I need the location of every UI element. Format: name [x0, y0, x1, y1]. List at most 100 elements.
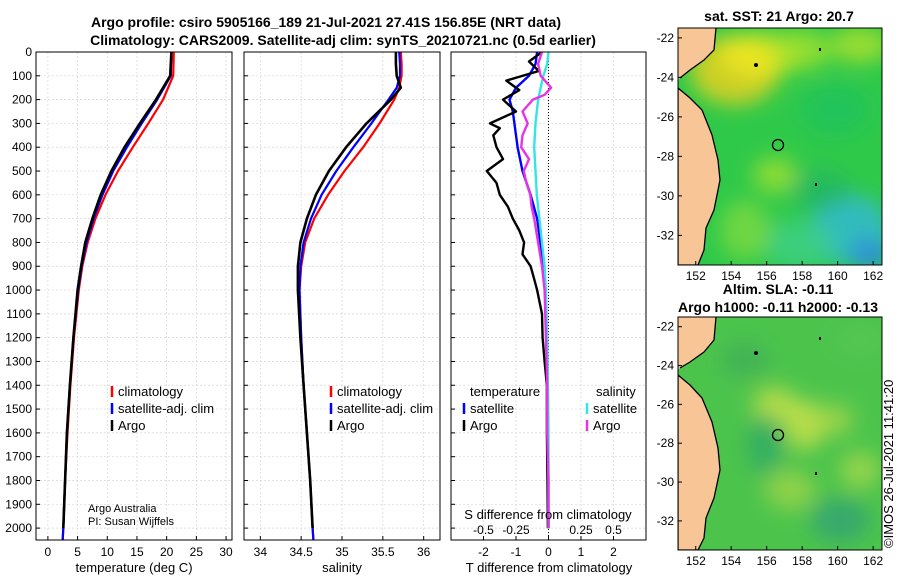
- sla-map-subtitle: Argo h1000: -0.11 h2000: -0.13: [678, 299, 878, 315]
- y-tick-label: 1000: [5, 283, 32, 297]
- map-x-tick-label: 162: [863, 554, 883, 568]
- sla-land-northwest: [678, 317, 716, 370]
- figure-title: Argo profile: csiro 5905166_189 21-Jul-2…: [91, 14, 561, 30]
- y-tick-label: 1900: [5, 497, 32, 511]
- difference-ticks: -2 -1 0 1 2 -0.5 -0.25 0.25 0.5: [451, 51, 622, 559]
- legend-title-temperature: temperature: [470, 384, 540, 399]
- salinity-ticks: 34 34.5 35 35.5 36: [244, 51, 431, 559]
- sst-map-frame: [677, 27, 883, 266]
- salinity-series: [296, 52, 403, 540]
- y-tick-label: 900: [12, 259, 32, 273]
- x-tick-label: 20: [160, 545, 174, 559]
- y-tick-label: 1200: [5, 331, 32, 345]
- legend-title-salinity: salinity: [596, 384, 636, 399]
- s-tick-label: 0.25: [569, 523, 593, 537]
- legend-label-satellite: satellite-adj. clim: [337, 401, 433, 416]
- difference-legend: temperature satellite Argo salinity sate…: [462, 384, 637, 433]
- sst-argo-position-marker: [771, 138, 785, 152]
- series-argo: [62, 52, 173, 529]
- x-tick-label: 35: [335, 545, 349, 559]
- difference-panel: -2 -1 0 1 2 -0.5 -0.25 0.25 0.5 T difference fro…: [450, 51, 647, 575]
- map-x-tick-label: 162: [863, 269, 883, 283]
- sst-land-northwest: [678, 28, 716, 80]
- sla-reef-marker: [819, 337, 821, 340]
- sst-land-australia: [678, 87, 721, 265]
- legend-label-t-argo: Argo: [470, 418, 497, 433]
- y-tick-label: 1700: [5, 450, 32, 464]
- map-x-tick-label: 160: [828, 269, 848, 283]
- legend-label-climatology: climatology: [118, 384, 184, 399]
- x-tick-label: 0: [45, 545, 52, 559]
- temperature-xlabel: temperature (deg C): [75, 560, 192, 575]
- x-tick-label: 30: [219, 545, 233, 559]
- credit-line1: Argo Australia: [88, 503, 157, 515]
- map-y-tick-label: -30: [657, 475, 675, 489]
- map-y-tick-label: -30: [657, 189, 675, 203]
- s-tick-label: 0.5: [605, 523, 622, 537]
- legend-label-satellite: satellite-adj. clim: [118, 401, 214, 416]
- y-tick-label: 1500: [5, 402, 32, 416]
- sla-reef-marker: [815, 472, 817, 475]
- legend-label-argo: Argo: [118, 418, 145, 433]
- y-tick-label: 800: [12, 235, 32, 249]
- x-tick-label: -1: [511, 545, 522, 559]
- credit-line2: PI: Susan Wijffels: [88, 516, 174, 528]
- y-tick-label: 600: [12, 188, 32, 202]
- map-x-tick-label: 154: [721, 269, 741, 283]
- difference-series: [485, 52, 553, 529]
- map-x-tick-label: 152: [686, 554, 706, 568]
- map-y-tick-label: -22: [657, 320, 675, 334]
- y-tick-label: 200: [12, 93, 32, 107]
- legend-label-t-satellite: satellite: [470, 401, 514, 416]
- map-x-tick-label: 156: [757, 554, 777, 568]
- map-x-tick-label: 154: [721, 554, 741, 568]
- sla-coastline-north: [679, 317, 717, 369]
- sst-map-ticks: 152 154 156 158 160 162 -22 -24 -26 -28 -30 -32: [657, 31, 884, 283]
- sla-map-ticks: 152 154 156 158 160 162 -22 -24 -26 -28 -30 -32: [657, 320, 884, 568]
- y-tick-label: 100: [12, 69, 32, 83]
- y-tick-label: 700: [12, 212, 32, 226]
- t-difference-xlabel: T difference from climatology: [466, 560, 633, 575]
- sla-map: Altim. SLA: -0.11 Argo h1000: -0.11 h200…: [657, 281, 884, 568]
- map-x-tick-label: 156: [757, 269, 777, 283]
- x-tick-label: 36: [417, 545, 431, 559]
- x-tick-label: 34: [254, 545, 268, 559]
- map-y-tick-label: -24: [657, 359, 675, 373]
- sst-map: sat. SST: 21 Argo: 20.7: [657, 8, 884, 283]
- temperature-panel: 0100200300400500600700800900100011001200…: [5, 45, 233, 575]
- map-x-tick-label: 158: [792, 269, 812, 283]
- series-climatology: [61, 52, 175, 540]
- map-x-tick-label: 152: [686, 269, 706, 283]
- figure-subtitle: Climatology: CARS2009. Satellite-adj cli…: [90, 32, 596, 48]
- temperature-legend: climatology satellite-adj. clim Argo: [110, 384, 214, 433]
- difference-axes-frame: [450, 51, 647, 541]
- s-tick-label: -0.25: [502, 523, 530, 537]
- x-tick-label: 2: [610, 545, 617, 559]
- x-tick-label: 0: [545, 545, 552, 559]
- x-tick-label: 1: [578, 545, 585, 559]
- y-tick-label: 0: [25, 45, 32, 59]
- sla-map-title: Altim. SLA: -0.11: [723, 281, 834, 297]
- y-tick-label: 1400: [5, 378, 32, 392]
- map-y-tick-label: -28: [657, 149, 675, 163]
- series-salinity-argo: [520, 52, 553, 529]
- x-tick-label: -2: [478, 545, 489, 559]
- x-tick-label: 5: [74, 545, 81, 559]
- sla-anomaly-field: [720, 325, 882, 542]
- series-satellite-adj-clim: [298, 52, 402, 540]
- map-y-tick-label: -32: [657, 514, 675, 528]
- imos-timestamp: ©IMOS 26-Jul-2021 11:41:20: [881, 380, 896, 548]
- temperature-series: [61, 52, 175, 540]
- map-y-tick-label: -24: [657, 70, 675, 84]
- y-tick-label: 1300: [5, 354, 32, 368]
- y-tick-label: 1600: [5, 426, 32, 440]
- sla-map-frame: [677, 316, 883, 551]
- sst-temperature-field: [690, 28, 882, 265]
- map-x-tick-label: 158: [792, 554, 812, 568]
- salinity-legend: climatology satellite-adj. clim Argo: [329, 384, 433, 433]
- sla-island-marker: [754, 351, 758, 355]
- sst-reef-marker: [819, 48, 821, 51]
- sla-land-australia: [678, 374, 721, 550]
- map-y-tick-label: -26: [657, 110, 675, 124]
